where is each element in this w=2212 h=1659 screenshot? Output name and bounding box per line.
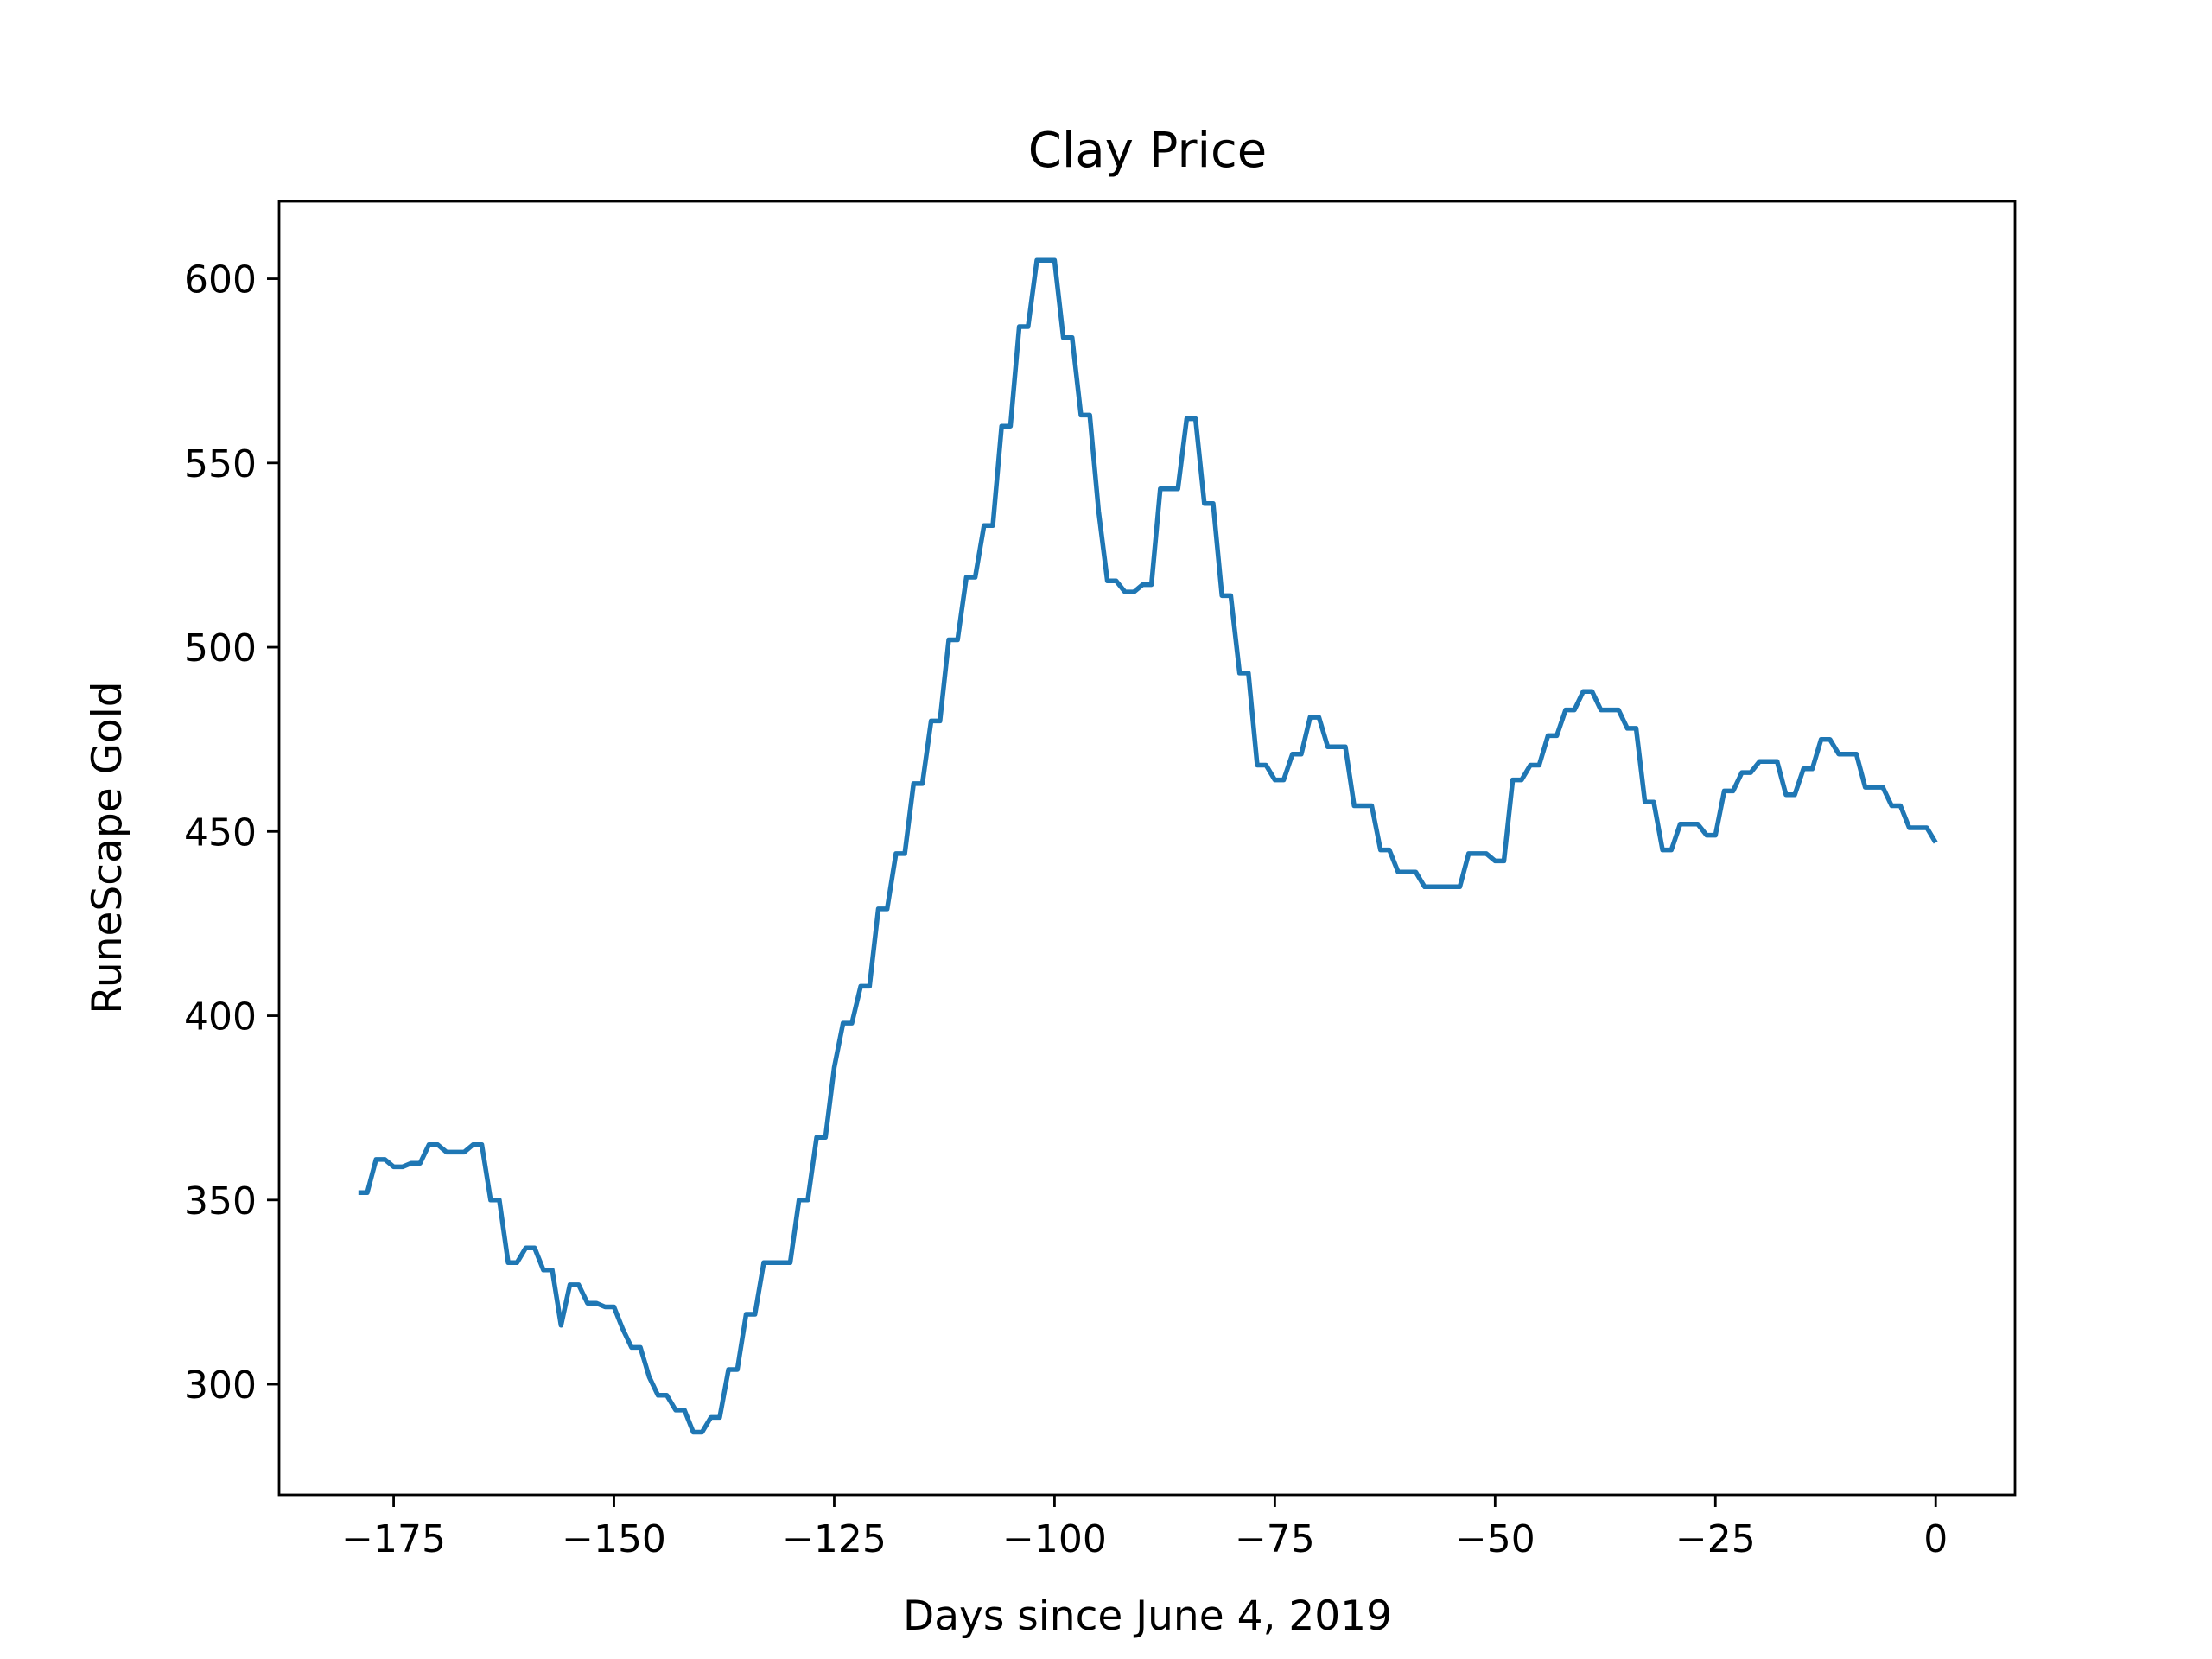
x-tick-label: −75 bbox=[1235, 1517, 1315, 1561]
plot-frame bbox=[277, 200, 2017, 1497]
y-tick-label: 500 bbox=[184, 626, 257, 671]
price-line bbox=[358, 257, 1938, 1435]
y-axis-label: RuneScape Gold bbox=[84, 681, 131, 1014]
x-axis-label: Days since June 4, 2019 bbox=[903, 1592, 1392, 1640]
y-tick-label: 400 bbox=[184, 995, 257, 1039]
x-axis-ticks: −175 −150 −125 −100 −75 −50 −25 0 bbox=[341, 1495, 1948, 1561]
x-tick-label: −25 bbox=[1675, 1517, 1756, 1561]
y-tick-label: 600 bbox=[184, 258, 257, 302]
y-axis-ticks: 300 350 400 450 500 550 600 bbox=[184, 258, 279, 1408]
x-tick-label: −150 bbox=[562, 1517, 666, 1561]
x-tick-label: −50 bbox=[1455, 1517, 1535, 1561]
y-tick-label: 300 bbox=[184, 1363, 257, 1408]
x-tick-label: 0 bbox=[1923, 1517, 1948, 1561]
y-tick-label: 450 bbox=[184, 810, 257, 855]
chart-title: Clay Price bbox=[1028, 123, 1268, 179]
y-tick-label: 350 bbox=[184, 1179, 257, 1224]
y-tick-label: 550 bbox=[184, 442, 257, 486]
x-tick-label: −100 bbox=[1002, 1517, 1107, 1561]
x-tick-label: −175 bbox=[341, 1517, 446, 1561]
x-tick-label: −125 bbox=[782, 1517, 887, 1561]
